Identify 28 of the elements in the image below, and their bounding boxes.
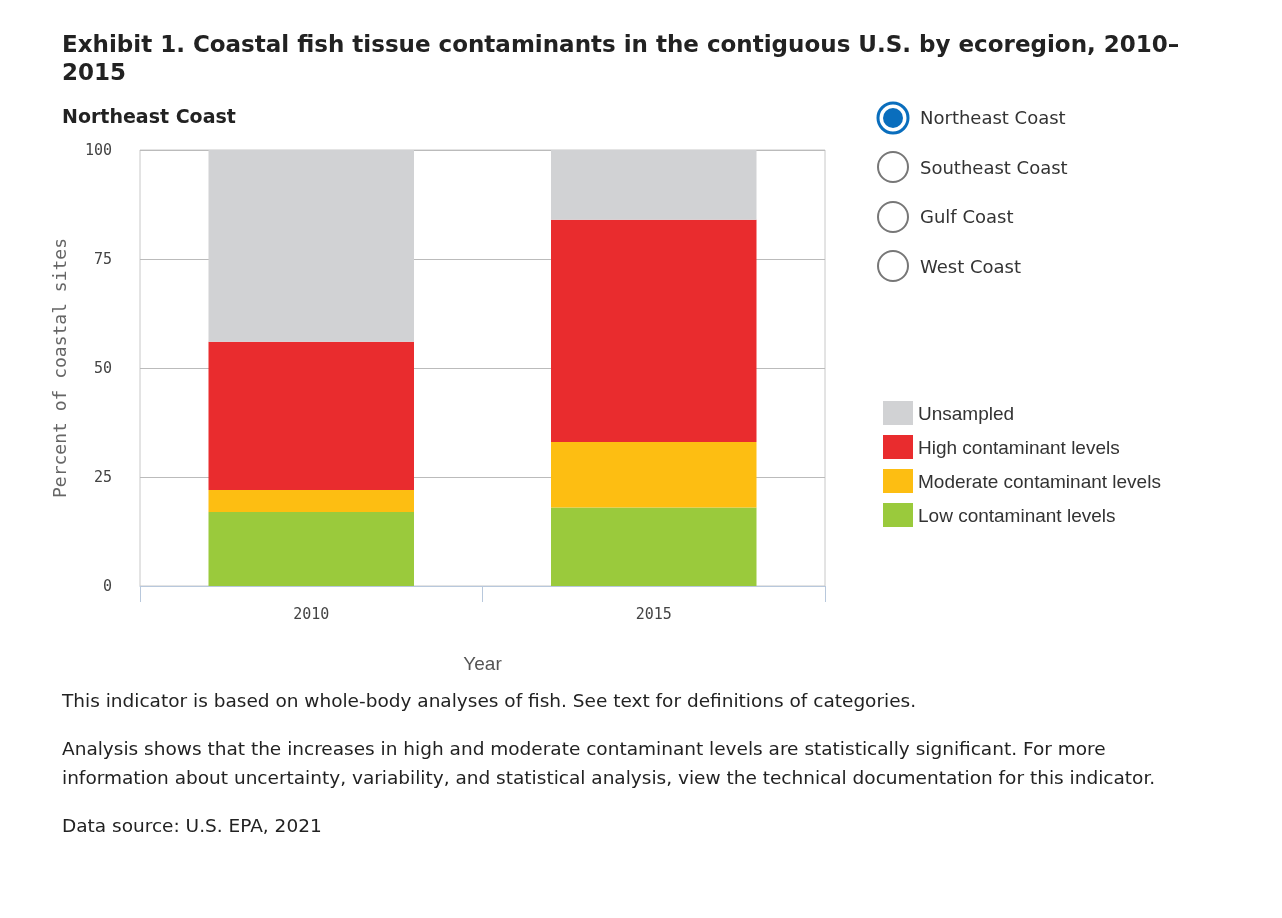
legend-label: High contaminant levels — [918, 436, 1120, 458]
y-tick-label: 75 — [93, 250, 112, 268]
bar — [551, 442, 757, 508]
chart-title: Exhibit 1. Coastal fish tissue contaminants in the contiguous U.S. by ecoregion, 2010–2015 — [62, 30, 1181, 86]
bar — [208, 511, 414, 586]
legend-label: Moderate contaminant levels — [918, 470, 1161, 492]
text: Northeast Coast — [920, 107, 1066, 129]
text: Analysis shows that the increases in high and moderate contaminant levels are statistically significant. For more information about uncertainty, variability, and statistical analysis, view the technical documentation for this indicator. — [62, 737, 1157, 790]
text: West Coast — [920, 255, 1022, 277]
x-tick-label: 2010 — [293, 604, 330, 623]
y-tick-label: 0 — [102, 577, 112, 595]
text: Gulf Coast — [920, 206, 1014, 228]
bar — [208, 490, 414, 512]
y-tick-label: 100 — [84, 141, 112, 159]
y-axis-title: Percent of coastal sites — [48, 237, 70, 499]
text: This indicator is based on whole-body analyses of fish. See text for definitions of categories. — [62, 689, 918, 713]
chart-subtitle: Northeast Coast — [62, 105, 236, 127]
bar — [551, 219, 757, 443]
legend-label: Unsampled — [918, 402, 1015, 424]
bar — [551, 507, 757, 586]
legend-label: Low contaminant levels — [918, 504, 1116, 526]
x-tick-label: 2015 — [635, 604, 672, 623]
source-note: Data source: U.S. EPA, 2021 — [62, 814, 323, 838]
bar — [208, 341, 414, 491]
y-tick-label: 50 — [93, 359, 112, 377]
x-axis-title: Year — [463, 653, 503, 674]
text: Southeast Coast — [920, 156, 1068, 178]
y-tick-label: 25 — [93, 468, 112, 486]
